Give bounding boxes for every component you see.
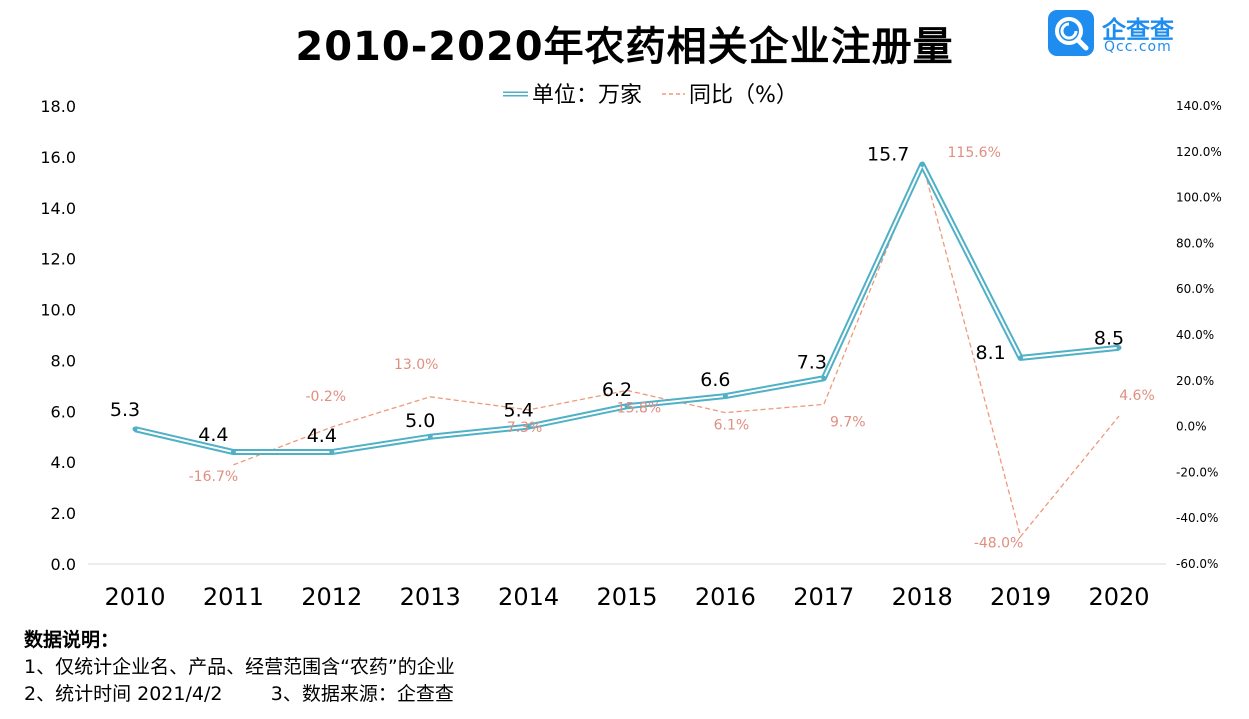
notes-line-1: 1、仅统计企业名、产品、经营范围含“农药”的企业 bbox=[24, 656, 455, 678]
yoy-value-label: -48.0% bbox=[974, 536, 1024, 552]
qcc-logo: 企查查 Qcc.com bbox=[1048, 8, 1198, 58]
notes-heading: 数据说明： bbox=[24, 629, 120, 651]
left-tick-label: 2.0 bbox=[51, 504, 76, 523]
registrations-value-label: 4.4 bbox=[198, 424, 228, 446]
registrations-point bbox=[919, 162, 925, 168]
registrations-point bbox=[427, 434, 433, 440]
legend: 单位：万家 同比（%） bbox=[503, 83, 798, 108]
logo-domain: Qcc.com bbox=[1104, 39, 1172, 55]
right-tick-label: 20.0% bbox=[1176, 374, 1214, 388]
x-tick-label: 2017 bbox=[793, 583, 854, 611]
right-y-axis: -60.0% -40.0% -20.0% 0.0% 20.0% 40.0% 60.0% 80.… bbox=[1176, 99, 1222, 571]
yoy-value-label: 115.6% bbox=[948, 145, 1001, 161]
x-tick-label: 2016 bbox=[695, 583, 756, 611]
registrations-value-label: 7.3 bbox=[797, 351, 827, 373]
magnifier-logo-icon bbox=[1048, 10, 1094, 56]
yoy-value-label: 13.0% bbox=[394, 357, 438, 373]
x-tick-label: 2019 bbox=[990, 583, 1051, 611]
right-tick-label: -60.0% bbox=[1176, 557, 1218, 571]
right-tick-label: -20.0% bbox=[1176, 465, 1218, 479]
left-tick-label: 8.0 bbox=[51, 351, 76, 370]
yoy-data-labels: -16.7% -0.2% 13.0% 7.3% 15.8% 6.1% 9.7% 115.6% -… bbox=[189, 145, 1155, 552]
left-tick-label: 10.0 bbox=[40, 301, 76, 320]
left-tick-label: 0.0 bbox=[51, 555, 76, 574]
registrations-point bbox=[132, 426, 138, 432]
right-tick-label: 140.0% bbox=[1176, 99, 1222, 113]
right-tick-label: 120.0% bbox=[1176, 145, 1222, 159]
x-tick-label: 2015 bbox=[596, 583, 657, 611]
x-tick-label: 2012 bbox=[301, 583, 362, 611]
chart-title: 2010-2020年农药相关企业注册量 bbox=[295, 24, 954, 70]
registrations-value-label: 8.1 bbox=[975, 342, 1005, 364]
left-tick-label: 18.0 bbox=[40, 97, 76, 116]
registrations-point bbox=[624, 403, 630, 409]
registrations-point bbox=[1116, 345, 1122, 351]
registrations-value-label: 8.5 bbox=[1094, 328, 1124, 350]
yoy-value-label: 9.7% bbox=[830, 414, 866, 430]
registrations-point bbox=[722, 393, 728, 399]
yoy-value-label: 7.3% bbox=[507, 420, 543, 436]
yoy-value-label: -0.2% bbox=[305, 389, 346, 405]
right-tick-label: 60.0% bbox=[1176, 282, 1214, 296]
registrations-data-labels: 5.3 4.4 4.4 5.0 5.4 6.2 6.6 7.3 15.7 8.1 8.5 bbox=[110, 144, 1124, 448]
left-tick-label: 4.0 bbox=[51, 453, 76, 472]
registrations-value-label: 6.2 bbox=[602, 379, 632, 401]
data-notes: 数据说明： 1、仅统计企业名、产品、经营范围含“农药”的企业 2、统计时间 20… bbox=[24, 627, 455, 708]
registrations-value-label: 4.4 bbox=[307, 425, 337, 447]
yoy-value-label: 4.6% bbox=[1119, 388, 1155, 404]
x-tick-label: 2010 bbox=[104, 583, 165, 611]
x-tick-label: 2011 bbox=[203, 583, 264, 611]
x-tick-label: 2018 bbox=[892, 583, 953, 611]
x-tick-label: 2014 bbox=[498, 583, 559, 611]
registrations-point bbox=[329, 449, 335, 455]
yoy-value-label: 6.1% bbox=[714, 418, 750, 434]
registrations-value-label: 5.4 bbox=[503, 400, 533, 422]
registrations-series bbox=[132, 161, 1122, 456]
yoy-value-label: -16.7% bbox=[189, 469, 239, 485]
x-tick-label: 2013 bbox=[400, 583, 461, 611]
left-tick-label: 12.0 bbox=[40, 250, 76, 269]
right-tick-label: 0.0% bbox=[1176, 420, 1207, 434]
logo-name: 企查查 bbox=[1102, 16, 1174, 44]
left-tick-label: 14.0 bbox=[40, 199, 76, 218]
registrations-value-label: 15.7 bbox=[867, 144, 909, 166]
x-tick-label: 2020 bbox=[1088, 583, 1149, 611]
notes-line-2: 2、统计时间 2021/4/2 3、数据来源：企查查 bbox=[24, 683, 454, 705]
registrations-point bbox=[230, 449, 236, 455]
left-tick-label: 16.0 bbox=[40, 148, 76, 167]
registrations-value-label: 5.3 bbox=[110, 399, 140, 421]
registrations-point bbox=[526, 424, 532, 430]
registrations-value-label: 6.6 bbox=[700, 369, 730, 391]
right-tick-label: 40.0% bbox=[1176, 328, 1214, 342]
registrations-point bbox=[1018, 355, 1024, 361]
legend-label-registrations: 单位：万家 bbox=[532, 83, 642, 108]
registrations-value-label: 5.0 bbox=[405, 410, 435, 432]
right-tick-label: -40.0% bbox=[1176, 511, 1218, 525]
left-y-axis: 0.0 2.0 4.0 6.0 8.0 10.0 12.0 14.0 16.0 18.0 bbox=[40, 97, 76, 574]
x-axis: 2010 2011 2012 2013 2014 2015 2016 2017 2018 2019… bbox=[104, 583, 1149, 611]
right-tick-label: 80.0% bbox=[1176, 236, 1214, 250]
right-tick-label: 100.0% bbox=[1176, 191, 1222, 205]
yoy-value-label: 15.8% bbox=[617, 400, 661, 416]
left-tick-label: 6.0 bbox=[51, 402, 76, 421]
registrations-point bbox=[821, 375, 827, 381]
legend-label-yoy: 同比（%） bbox=[689, 83, 798, 108]
